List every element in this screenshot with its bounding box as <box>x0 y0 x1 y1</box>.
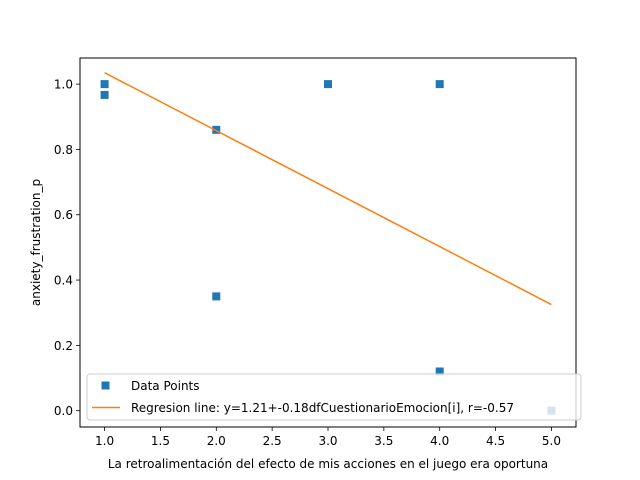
y-tick-label: 0.8 <box>54 143 73 157</box>
y-tick-label: 0.6 <box>54 208 73 222</box>
y-tick-label: 0.4 <box>54 274 73 288</box>
y-tick-label: 1.0 <box>54 78 73 92</box>
data-point-3 <box>212 292 221 301</box>
x-tick-label: 4.0 <box>430 434 449 448</box>
y-tick-label: 0.2 <box>54 339 73 353</box>
x-axis-ticks: 1.0 1.5 2.0 2.5 3.0 3.5 4.0 4.5 5.0 <box>95 427 561 448</box>
x-tick-label: 4.5 <box>486 434 505 448</box>
legend-label-regression-line: Regresion line: y=1.21+-0.18dfCuestionar… <box>131 401 514 415</box>
data-point-5 <box>435 80 444 89</box>
x-tick-label: 1.0 <box>95 434 114 448</box>
data-point-4 <box>324 80 332 89</box>
x-tick-label: 5.0 <box>542 434 561 448</box>
data-point-0 <box>100 80 109 89</box>
x-tick-label: 2.0 <box>207 434 226 448</box>
y-axis-label: anxiety_frustration_p <box>29 179 43 306</box>
y-tick-label: 0.0 <box>54 404 73 418</box>
x-tick-label: 3.0 <box>318 434 337 448</box>
legend: Data Points Regresion line: y=1.21+-0.18… <box>86 373 582 421</box>
legend-label-data-points: Data Points <box>131 379 200 393</box>
legend-marker-data-points <box>101 381 110 390</box>
regression-line <box>104 72 552 306</box>
data-point-6 <box>435 367 444 376</box>
data-point-1 <box>100 90 109 99</box>
y-axis-ticks: 0.0 0.2 0.4 0.6 0.8 1.0 <box>54 78 80 418</box>
legend-frame <box>86 373 582 421</box>
x-tick-label: 3.5 <box>374 434 393 448</box>
x-axis-label: La retroalimentación del efecto de mis a… <box>108 457 548 471</box>
x-tick-label: 1.5 <box>151 434 170 448</box>
x-tick-label: 2.5 <box>263 434 282 448</box>
